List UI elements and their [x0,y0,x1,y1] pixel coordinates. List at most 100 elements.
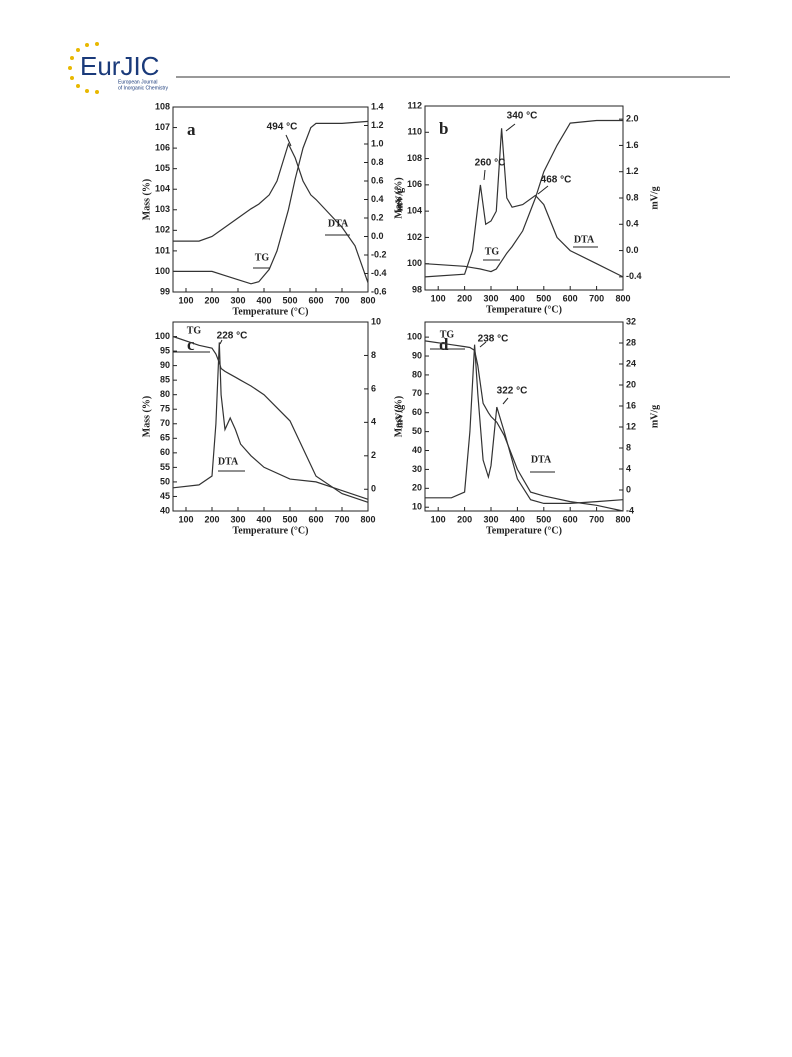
x-tick-label: 100 [178,514,193,524]
y-tick-label: 108 [155,101,170,111]
y-tick-label: 90 [412,350,422,360]
x-tick-label: 400 [510,514,525,524]
y-tick-label: 75 [160,404,170,414]
x-axis-title: Temperature (°C) [233,306,309,317]
y2-tick-label: -0.4 [371,268,387,278]
y2-tick-label: 0 [371,484,376,494]
series-line [172,342,369,500]
y2-tick-label: 0 [626,484,631,494]
peak-annotation: 340 °C [507,111,538,122]
series-label: TG [485,246,500,257]
y2-tick-label: 0.4 [626,219,639,229]
annotation-arrow [537,185,549,195]
y-tick-label: 100 [155,266,170,276]
x-tick-label: 100 [431,293,446,303]
y-tick-label: 70 [160,418,170,428]
y-tick-label: 65 [160,433,170,443]
annotation-arrow [219,339,223,345]
y-tick-label: 100 [407,331,422,341]
y2-tick-label: 16 [626,400,636,410]
y2-tick-label: -0.2 [371,249,387,259]
x-tick-label: 600 [563,293,578,303]
y2-tick-label: 1.0 [371,138,384,148]
y-axis-title: Mass (%) [393,177,404,218]
annotation-arrow [483,169,486,181]
y-tick-label: 102 [407,232,422,242]
x-tick-label: 400 [510,293,525,303]
x-tick-label: 200 [457,514,472,524]
y-tick-label: 80 [412,369,422,379]
x-tick-label: 400 [256,295,271,305]
x-tick-label: 800 [615,293,630,303]
y2-tick-label: 0.4 [371,194,384,204]
peak-annotation: 228 °C [217,331,248,342]
y-tick-label: 105 [155,163,170,173]
y2-tick-label: 6 [371,383,376,393]
y2-tick-label: 1.2 [371,120,384,130]
series-line [172,335,369,503]
x-tick-label: 200 [204,295,219,305]
series-label: TG [187,325,202,336]
y-tick-label: 60 [160,447,170,457]
x-tick-label: 500 [536,514,551,524]
logo: EurJIC European Journal of Inorganic Che… [68,42,169,94]
x-tick-label: 300 [230,295,245,305]
x-tick-label: 800 [615,514,630,524]
y2-tick-label: 4 [626,463,631,473]
y-tick-label: 55 [160,462,170,472]
plot-frame [424,321,624,512]
y-tick-label: 10 [412,502,422,512]
y2-tick-label: 8 [371,350,376,360]
y2-axis-title: mV/g [394,188,405,211]
plot-frame [172,321,369,512]
y2-axis-title: mV/g [649,186,660,209]
y-tick-label: 40 [160,505,170,515]
y-tick-label: 45 [160,491,170,501]
x-tick-label: 700 [589,514,604,524]
y2-axis-title: mV/g [394,405,405,428]
y-axis-title: Mass (%) [141,396,152,437]
y2-tick-label: 4 [371,417,376,427]
x-axis-title: Temperature (°C) [486,304,562,315]
y2-tick-label: -4 [626,505,634,515]
series-line [173,142,369,283]
y-tick-label: 112 [407,100,422,110]
x-tick-label: 700 [589,293,604,303]
y-tick-label: 107 [155,122,170,132]
y-tick-label: 95 [160,345,170,355]
x-tick-label: 500 [282,295,297,305]
y-tick-label: 70 [412,388,422,398]
x-tick-label: 300 [230,514,245,524]
panel-label: b [439,119,448,138]
y2-tick-label: -0.6 [371,286,387,296]
y-tick-label: 98 [412,284,422,294]
x-tick-label: 300 [483,293,498,303]
y-tick-label: 102 [155,225,170,235]
peak-annotation: 322 °C [497,386,528,397]
y-axis-title: Mass (%) [393,396,404,437]
y2-tick-label: 1.6 [626,140,639,150]
y-tick-label: 30 [412,464,422,474]
y2-tick-label: 8 [626,442,631,452]
peak-annotation: 468 °C [541,175,572,186]
x-tick-label: 100 [431,514,446,524]
journal-name: European Journal [118,79,157,85]
x-tick-label: 400 [256,514,271,524]
x-tick-label: 500 [282,514,297,524]
y-tick-label: 60 [412,407,422,417]
peak-annotation: 494 °C [267,122,298,133]
x-tick-label: 200 [204,514,219,524]
series-label: DTA [328,218,349,229]
y2-tick-label: 0.2 [371,212,384,222]
x-tick-label: 600 [308,514,323,524]
x-tick-label: 200 [457,293,472,303]
x-tick-label: 500 [536,293,551,303]
peak-annotation: 260 °C [475,158,506,169]
y-tick-label: 103 [155,204,170,214]
panel-label: d [439,335,449,354]
x-axis-title: Temperature (°C) [486,525,562,536]
y-tick-label: 101 [155,245,170,255]
y-tick-label: 110 [407,127,422,137]
series-label: DTA [574,234,595,245]
